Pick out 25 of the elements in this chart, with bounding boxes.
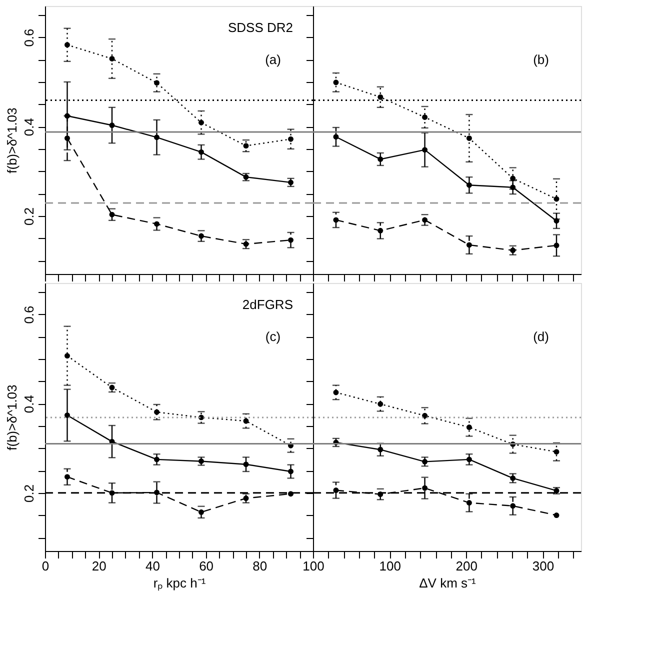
x-tick-label: 100 bbox=[379, 558, 401, 574]
annotation: 2dFGRS bbox=[242, 297, 294, 312]
x-tick-label: 100 bbox=[302, 558, 324, 574]
x-tick-label: 80 bbox=[252, 558, 268, 574]
annotation: (d) bbox=[533, 329, 549, 344]
annotation: (b) bbox=[533, 52, 549, 67]
annotation: (c) bbox=[265, 329, 281, 344]
y-axis-title: f(b)>δ^1.03 bbox=[4, 384, 20, 450]
x-tick-label: 200 bbox=[456, 558, 478, 574]
x-tick-label: 300 bbox=[532, 558, 554, 574]
x-tick-label: 40 bbox=[145, 558, 160, 574]
annotation: (a) bbox=[265, 52, 281, 67]
annotation: SDSS DR2 bbox=[228, 20, 293, 35]
x-tick-label: 0 bbox=[42, 558, 50, 574]
y-tick-label: 0.2 bbox=[22, 207, 36, 226]
y-tick-label: 0.6 bbox=[22, 306, 36, 324]
x-axis-title: rₚ kpc h⁻¹ bbox=[153, 576, 206, 592]
y-axis-title: f(b)>δ^1.03 bbox=[4, 108, 20, 174]
y-tick-label: 0.6 bbox=[22, 28, 36, 47]
x-axis-title: ΔV km s⁻¹ bbox=[419, 576, 477, 590]
y-tick-label: 0.4 bbox=[22, 118, 36, 136]
x-tick-label: 20 bbox=[92, 558, 106, 574]
x-tick-label: 60 bbox=[199, 558, 214, 574]
y-tick-label: 0.2 bbox=[22, 484, 36, 502]
y-tick-label: 0.4 bbox=[22, 395, 36, 414]
